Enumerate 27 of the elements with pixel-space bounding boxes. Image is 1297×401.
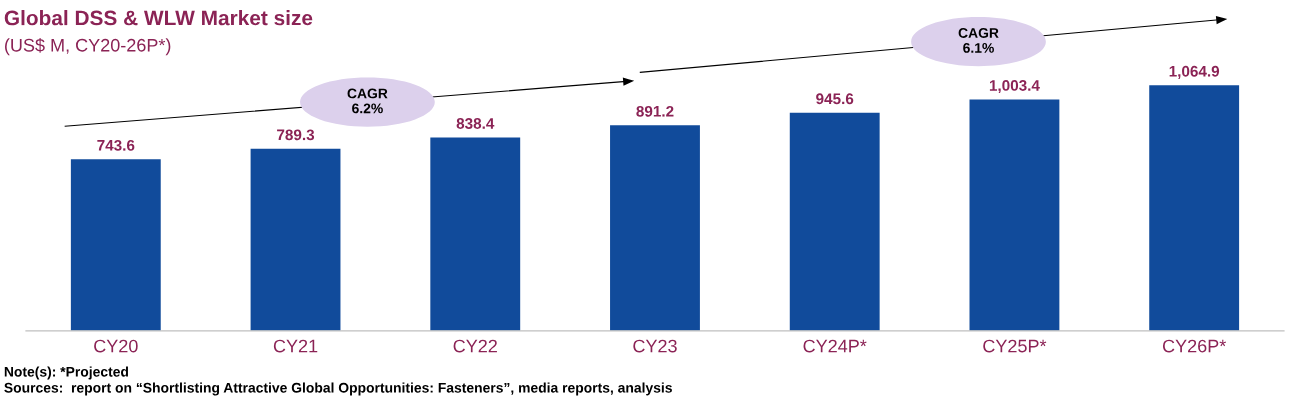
- chart-subtitle: (US$ M, CY20-26P*): [5, 38, 171, 56]
- data-label: 743.6: [97, 139, 135, 151]
- x-tick-label: CY24P*: [803, 339, 867, 353]
- data-label: 789.3: [277, 129, 315, 141]
- bar: [430, 137, 521, 331]
- source-note: Sources: report on “Shortlisting Attractive Global Opportunities: Fasteners”, media reports, analysis: [4, 382, 672, 396]
- data-label: 838.4: [456, 118, 495, 129]
- annotation: CAGR 6.2%: [347, 88, 388, 114]
- text: CAGR 6.1%: [958, 28, 999, 53]
- data-label: 1,064.9: [1169, 65, 1220, 79]
- x-tick-label: CY23: [633, 339, 677, 353]
- data-label: 891.2: [636, 105, 674, 117]
- chart-title: Global DSS & WLW Market size: [4, 10, 313, 26]
- x-tick-label: CY25P*: [983, 339, 1047, 353]
- x-tick-label: CY22: [453, 339, 497, 353]
- bar: [70, 159, 161, 331]
- x-tick-label: CY26P*: [1162, 339, 1226, 353]
- x-tick-label: CY21: [273, 339, 318, 353]
- data-label: 945.6: [816, 93, 854, 105]
- x-tick-label: CY20: [94, 339, 138, 353]
- data-label: 1,003.4: [989, 80, 1040, 94]
- bar: [1149, 85, 1240, 331]
- text: Note(s): *Projected: [4, 366, 128, 380]
- bar: [789, 112, 880, 331]
- bar: [610, 125, 700, 331]
- bar: [969, 99, 1060, 331]
- bar: [250, 148, 341, 331]
